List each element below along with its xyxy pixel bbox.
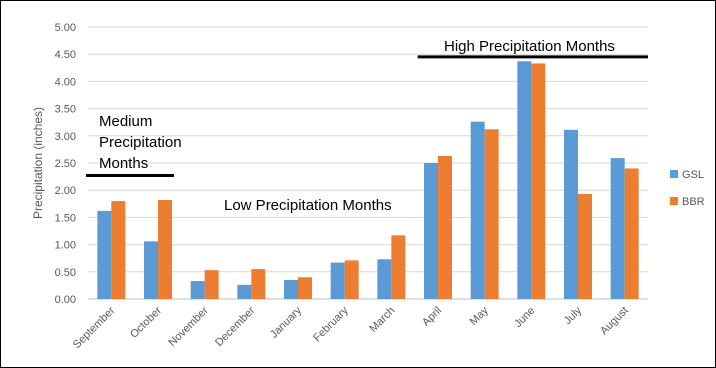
bar-bbr-may bbox=[484, 129, 499, 299]
y-tick-label: 5.00 bbox=[55, 22, 76, 34]
legend: GSL BBR bbox=[670, 169, 705, 208]
bar-gsl-july bbox=[564, 129, 578, 299]
legend-swatch-gsl bbox=[670, 170, 678, 178]
bar-bbr-july bbox=[578, 194, 592, 299]
bar-gsl-april bbox=[424, 163, 438, 299]
legend-label-gsl: GSL bbox=[682, 169, 704, 181]
medium-precip-label: Months bbox=[99, 155, 148, 172]
bar-gsl-october bbox=[144, 241, 158, 299]
bar-gsl-june bbox=[517, 61, 532, 299]
y-axis-title: Precipitation (inches) bbox=[31, 107, 45, 219]
bar-gsl-december bbox=[237, 284, 252, 299]
gridlines bbox=[88, 26, 648, 300]
bar-gsl-august bbox=[610, 158, 625, 299]
y-tick-label: 0.00 bbox=[55, 294, 76, 306]
bar-bbr-february bbox=[344, 260, 359, 299]
bar-gsl-november bbox=[190, 281, 205, 299]
y-tick-label: 4.50 bbox=[55, 49, 76, 61]
medium-precip-label: Medium bbox=[99, 113, 152, 130]
low-precip-label: Low Precipitation Months bbox=[224, 197, 392, 214]
bar-bbr-march bbox=[391, 235, 406, 299]
bar-bbr-june bbox=[531, 63, 546, 300]
bar-bbr-september bbox=[111, 201, 126, 299]
bar-gsl-march bbox=[377, 259, 392, 299]
high-precip-label: High Precipitation Months bbox=[444, 38, 615, 55]
bar-bbr-january bbox=[298, 277, 312, 299]
y-tick-label: 0.50 bbox=[55, 267, 76, 279]
bar-gsl-may bbox=[470, 121, 485, 299]
bar-bbr-november bbox=[204, 270, 219, 299]
bar-bbr-october bbox=[158, 199, 172, 299]
bar-gsl-february bbox=[330, 262, 345, 299]
legend-label-bbr: BBR bbox=[682, 196, 705, 208]
y-tick-label: 1.50 bbox=[55, 212, 76, 224]
bars bbox=[97, 61, 639, 300]
y-tick-label: 2.00 bbox=[55, 185, 76, 197]
y-tick-label: 4.00 bbox=[55, 76, 76, 88]
y-tick-label: 3.50 bbox=[55, 104, 76, 116]
bar-gsl-september bbox=[97, 210, 112, 299]
y-tick-label: 2.50 bbox=[55, 158, 76, 170]
bar-bbr-august bbox=[624, 168, 639, 299]
y-tick-label: 3.00 bbox=[55, 131, 76, 143]
legend-swatch-bbr bbox=[670, 197, 678, 205]
bar-gsl-january bbox=[284, 279, 298, 299]
bar-bbr-december bbox=[251, 269, 266, 299]
medium-precip-label: Precipitation bbox=[99, 134, 182, 151]
annotations: Medium Precipitation Months Low Precipitati… bbox=[86, 38, 648, 214]
bar-bbr-april bbox=[438, 155, 452, 299]
y-tick-label: 1.00 bbox=[55, 240, 76, 252]
